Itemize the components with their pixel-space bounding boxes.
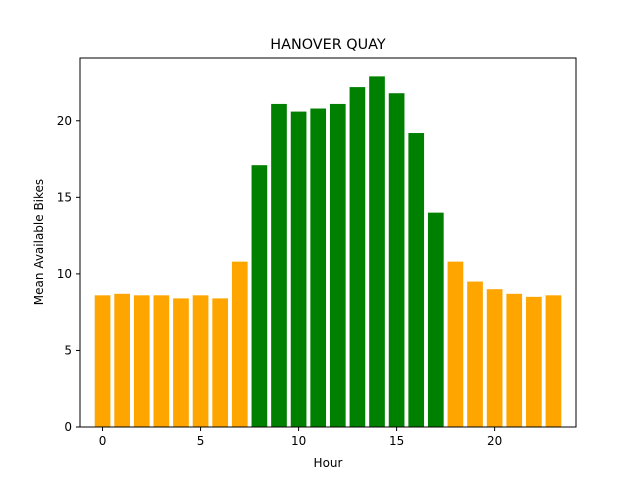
x-tick-label: 20 <box>487 434 502 448</box>
bar-hour-20 <box>486 289 503 427</box>
bar-hour-3 <box>153 295 170 427</box>
y-axis-label: Mean Available Bikes <box>32 179 46 305</box>
bar-hour-7 <box>231 261 248 427</box>
bar-hour-6 <box>212 298 229 427</box>
y-tick-label: 15 <box>57 190 72 204</box>
x-axis-label: Hour <box>314 456 343 470</box>
y-tick-label: 5 <box>64 343 72 357</box>
bar-hour-9 <box>271 103 287 428</box>
bar-hour-21 <box>506 293 523 427</box>
bar-hour-19 <box>467 281 483 427</box>
y-axis-ticks: 0 5 10 15 20 <box>57 114 80 434</box>
bar-series <box>94 76 562 428</box>
y-tick-label: 10 <box>57 267 72 281</box>
y-tick-label: 0 <box>64 420 72 434</box>
bar-hour-12 <box>329 103 346 428</box>
bar-hour-8 <box>251 165 268 428</box>
bar-hour-4 <box>173 298 189 427</box>
bar-hour-18 <box>447 261 464 427</box>
x-axis-ticks: 0 5 10 15 20 <box>99 427 502 448</box>
bar-hour-0 <box>94 295 111 427</box>
plot-frame <box>79 57 577 428</box>
bar-hour-5 <box>192 295 209 427</box>
bar-hour-11 <box>310 108 327 427</box>
bar-hour-16 <box>408 133 425 427</box>
x-tick-label: 15 <box>389 434 404 448</box>
bar-hour-2 <box>133 295 150 427</box>
y-tick-label: 20 <box>57 114 72 128</box>
bar-hour-14 <box>369 76 385 427</box>
x-tick-label: 5 <box>197 434 205 448</box>
x-tick-label: 10 <box>291 434 306 448</box>
bar-hour-17 <box>427 212 444 427</box>
bar-hour-1 <box>114 293 130 427</box>
bar-hour-15 <box>388 93 405 428</box>
bar-hour-10 <box>290 111 307 428</box>
x-tick-label: 0 <box>99 434 107 448</box>
bar-hour-23 <box>545 295 562 427</box>
chart-title: HANOVER QUAY <box>270 37 386 53</box>
bar-hour-13 <box>349 87 366 428</box>
bar-hour-22 <box>526 296 542 427</box>
